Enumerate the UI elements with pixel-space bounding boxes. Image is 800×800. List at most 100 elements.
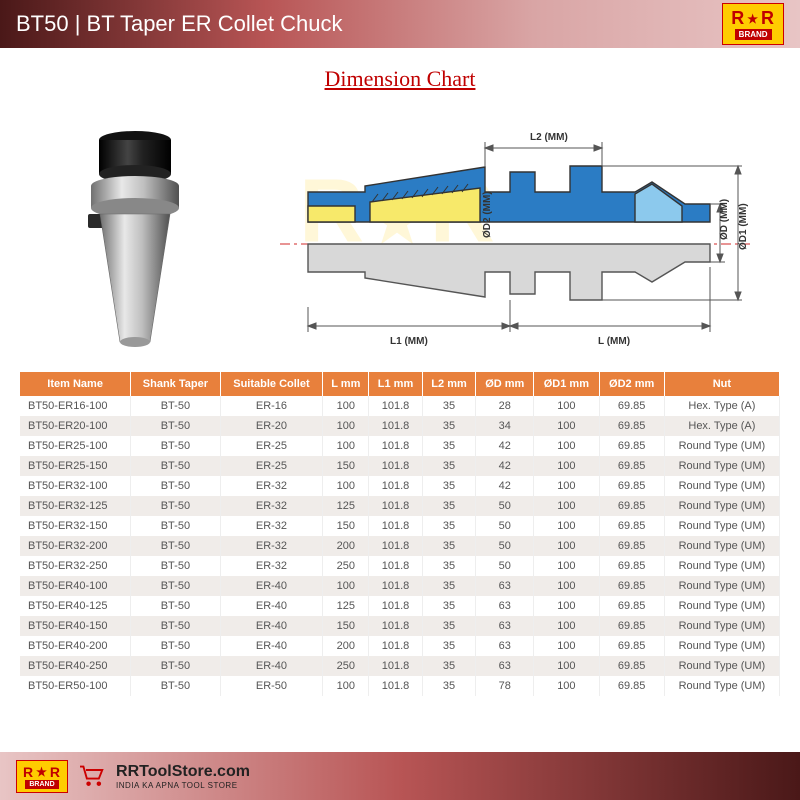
table-cell: Round Type (UM) [664,656,779,676]
table-cell: BT50-ER25-100 [20,436,131,456]
table-cell: Hex. Type (A) [664,416,779,436]
table-cell: 35 [422,416,476,436]
table-cell: 100 [323,416,369,436]
table-cell: ER-16 [220,396,323,416]
table-cell: Round Type (UM) [664,636,779,656]
table-cell: 100 [534,556,599,576]
table-row: BT50-ER20-100BT-50ER-20100101.8353410069… [20,416,780,436]
table-cell: 125 [323,596,369,616]
table-cell: BT50-ER25-150 [20,456,131,476]
table-cell: BT-50 [131,496,220,516]
table-cell: 69.85 [599,396,664,416]
page-title: BT50 | BT Taper ER Collet Chuck [16,11,343,37]
table-cell: BT-50 [131,656,220,676]
table-cell: Round Type (UM) [664,536,779,556]
table-header-cell: ØD2 mm [599,372,664,396]
table-cell: 100 [534,536,599,556]
table-cell: 69.85 [599,536,664,556]
table-cell: 35 [422,556,476,576]
table-cell: 35 [422,656,476,676]
table-cell: 35 [422,396,476,416]
table-cell: ER-32 [220,476,323,496]
table-cell: 101.8 [369,496,423,516]
table-cell: BT-50 [131,396,220,416]
table-cell: Hex. Type (A) [664,396,779,416]
table-cell: 69.85 [599,456,664,476]
table-cell: 63 [476,616,534,636]
table-cell: 100 [534,576,599,596]
table-cell: ER-25 [220,456,323,476]
table-cell: Round Type (UM) [664,576,779,596]
table-cell: BT-50 [131,516,220,536]
table-cell: BT-50 [131,676,220,696]
table-cell: 69.85 [599,436,664,456]
footer-url: RRToolStore.com [116,763,250,781]
table-cell: 101.8 [369,556,423,576]
brand-logo: R★R BRAND [722,3,784,45]
table-cell: 100 [534,616,599,636]
label-d2: ØD2 (MM) [482,191,493,238]
table-cell: 69.85 [599,496,664,516]
footer-brand-logo: R★R BRAND [16,760,68,793]
table-cell: 101.8 [369,396,423,416]
table-row: BT50-ER32-250BT-50ER-32250101.8355010069… [20,556,780,576]
table-cell: BT50-ER16-100 [20,396,131,416]
table-cell: 35 [422,676,476,696]
table-cell: 200 [323,536,369,556]
table-header-cell: ØD1 mm [534,372,599,396]
table-header-cell: L2 mm [422,372,476,396]
table-cell: 35 [422,456,476,476]
table-cell: 100 [534,596,599,616]
table-header-cell: L mm [323,372,369,396]
table-cell: 101.8 [369,596,423,616]
footer-text: RRToolStore.com INDIA KA APNA TOOL STORE [116,763,250,790]
table-cell: Round Type (UM) [664,556,779,576]
table-cell: BT-50 [131,616,220,636]
table-cell: 101.8 [369,656,423,676]
table-cell: ER-40 [220,656,323,676]
table-header-cell: Suitable Collet [220,372,323,396]
table-cell: ER-40 [220,596,323,616]
brand-letters: R★R [731,8,775,29]
table-row: BT50-ER40-200BT-50ER-40200101.8356310069… [20,636,780,656]
table-cell: 100 [323,476,369,496]
table-cell: 35 [422,436,476,456]
table-row: BT50-ER40-125BT-50ER-40125101.8356310069… [20,596,780,616]
table-cell: 63 [476,656,534,676]
table-cell: 100 [323,396,369,416]
table-cell: 150 [323,516,369,536]
table-cell: 100 [323,436,369,456]
table-row: BT50-ER25-100BT-50ER-25100101.8354210069… [20,436,780,456]
table-cell: 63 [476,576,534,596]
table-cell: 100 [323,576,369,596]
table-cell: 100 [534,416,599,436]
table-cell: 250 [323,656,369,676]
table-cell: 150 [323,616,369,636]
table-cell: BT50-ER40-125 [20,596,131,616]
table-cell: 34 [476,416,534,436]
table-cell: BT-50 [131,536,220,556]
table-cell: ER-20 [220,416,323,436]
table-cell: 100 [534,676,599,696]
table-cell: ER-50 [220,676,323,696]
table-cell: 101.8 [369,516,423,536]
header-bar: BT50 | BT Taper ER Collet Chuck R★R BRAN… [0,0,800,48]
table-cell: BT50-ER40-250 [20,656,131,676]
table-row: BT50-ER40-150BT-50ER-40150101.8356310069… [20,616,780,636]
table-cell: 100 [534,476,599,496]
table-cell: 35 [422,496,476,516]
table-cell: 101.8 [369,676,423,696]
table-cell: ER-32 [220,496,323,516]
table-cell: BT50-ER20-100 [20,416,131,436]
table-cell: 69.85 [599,556,664,576]
table-cell: BT-50 [131,596,220,616]
label-l: L (MM) [598,336,630,347]
table-cell: Round Type (UM) [664,516,779,536]
table-cell: 42 [476,476,534,496]
table-header-cell: Nut [664,372,779,396]
table-cell: 100 [534,436,599,456]
table-cell: BT50-ER40-200 [20,636,131,656]
table-row: BT50-ER32-200BT-50ER-32200101.8355010069… [20,536,780,556]
table-cell: BT50-ER32-200 [20,536,131,556]
table-cell: Round Type (UM) [664,496,779,516]
